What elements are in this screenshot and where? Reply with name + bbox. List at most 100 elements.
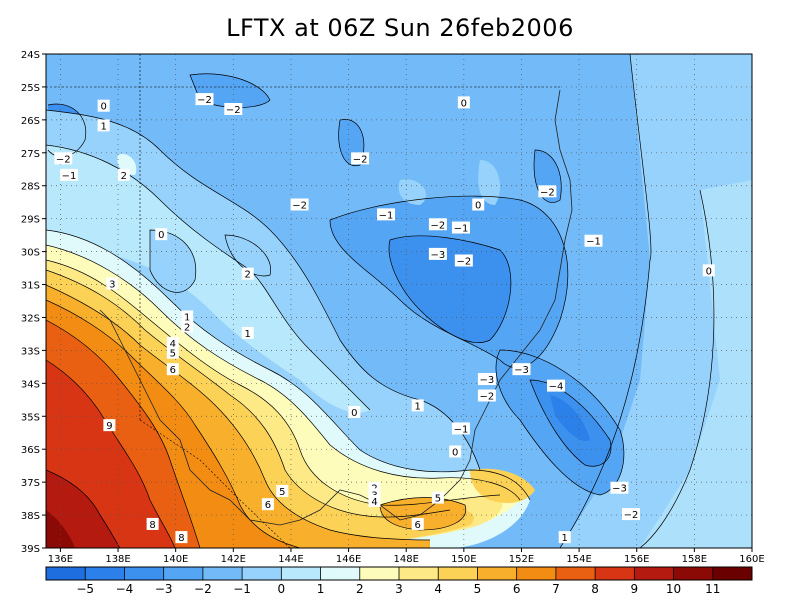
contour-label-box — [538, 185, 557, 198]
contour-label-box — [428, 247, 447, 260]
contour-label: 2 — [245, 270, 251, 281]
contour-label-box — [261, 498, 274, 511]
contour-label: −2 — [56, 154, 71, 165]
contour-label: −2 — [431, 220, 446, 231]
colorbar-label: 2 — [356, 582, 364, 596]
contour-label: −2 — [540, 187, 555, 198]
contour-label: −1 — [454, 224, 469, 235]
contour-label-box — [348, 405, 361, 418]
y-tick-label: 35S — [21, 412, 40, 423]
colorbar-label: 3 — [395, 582, 403, 596]
contour-label-box — [584, 234, 603, 247]
contour-label-box — [97, 119, 110, 132]
contour-label-box — [54, 152, 73, 165]
colorbar-swatch — [477, 567, 518, 580]
contour-label-box — [181, 320, 194, 333]
contour-label-box — [166, 363, 179, 376]
contour-label-box — [377, 208, 396, 221]
colorbar-swatch — [555, 567, 596, 580]
colorbar-swatch — [124, 567, 165, 580]
colorbar-label: 5 — [474, 582, 482, 596]
y-tick-label: 24S — [21, 50, 40, 61]
x-tick-label: 148E — [394, 554, 419, 565]
contour-label-box — [224, 102, 243, 115]
y-tick-label: 38S — [21, 511, 40, 522]
contour-label: −4 — [549, 382, 564, 393]
contour-label-box — [451, 422, 470, 435]
x-tick-label: 140E — [163, 554, 188, 565]
contour-label: −2 — [624, 510, 639, 521]
contour-label-box — [411, 517, 424, 530]
contour-label-box — [166, 336, 179, 349]
contour-label-box — [290, 198, 309, 211]
x-tick-label: 154E — [566, 554, 591, 565]
colorbar-swatch — [320, 567, 361, 580]
contour-label: 8 — [149, 520, 155, 531]
y-tick-label: 30S — [21, 248, 40, 259]
contour-label: 9 — [106, 421, 112, 432]
contour-label-box — [106, 277, 119, 290]
contour-label: −1 — [62, 171, 77, 182]
contour-lines — [46, 54, 715, 548]
colorbar-label: −5 — [76, 582, 94, 596]
colorbar-label: 9 — [631, 582, 639, 596]
contour-label: 5 — [279, 487, 285, 498]
contour-label-box — [621, 508, 640, 521]
colorbar-label: −1 — [233, 582, 251, 596]
y-tick-label: 36S — [21, 445, 40, 456]
colorbar-label: −2 — [194, 582, 212, 596]
contour-label-box — [457, 96, 470, 109]
contour-label-box — [449, 445, 462, 458]
contour-label-box — [477, 373, 496, 386]
contour-label-box — [241, 326, 254, 339]
contour-label: 8 — [178, 533, 184, 544]
contour-label: −2 — [292, 200, 307, 211]
contour-label-box — [276, 485, 289, 498]
x-tick-label: 146E — [336, 554, 361, 565]
page-title: LFTX at 06Z Sun 26feb2006 — [226, 14, 574, 42]
contour-label-box — [117, 168, 130, 181]
colorbar-swatch — [634, 567, 675, 580]
contour-label-box — [454, 254, 473, 267]
contour-label: 4 — [371, 497, 377, 508]
colorbar-label: 6 — [513, 582, 521, 596]
contour-label: 1 — [562, 533, 568, 544]
longitude-axis: 136E 138E 140E 142E 144E 146E 148E 150E 152E 154E… — [48, 548, 765, 565]
x-tick-label: 160E — [739, 554, 764, 565]
y-tick-label: 37S — [21, 478, 40, 489]
contour-label-box — [477, 389, 496, 402]
colorbar-swatch — [399, 567, 439, 580]
contour-label: −2 — [197, 95, 212, 106]
contour-label: −3 — [514, 365, 529, 376]
contour-label-box — [451, 221, 470, 234]
contour-label: −3 — [612, 484, 627, 495]
contour-label-box — [428, 218, 447, 231]
contour-label: −1 — [379, 210, 394, 221]
colorbar: −5 −4 −3 −2 −1 0 1 2 3 4 5 6 7 8 9 10 11 — [45, 566, 753, 596]
contour-label: 1 — [100, 121, 106, 132]
y-tick-label: 33S — [21, 346, 40, 357]
contour-label-box — [103, 419, 116, 432]
x-tick-label: 136E — [48, 554, 73, 565]
contour-label-box — [702, 264, 715, 277]
contour-label-box — [175, 531, 188, 544]
contour-label: −1 — [454, 424, 469, 435]
y-tick-label: 26S — [21, 116, 40, 127]
contour-label: 2 — [184, 322, 190, 333]
coastline — [99, 89, 573, 526]
colorbar-swatch — [281, 567, 322, 580]
y-tick-label: 31S — [21, 281, 40, 292]
contour-label-box — [547, 379, 566, 392]
contour-label-box — [166, 346, 179, 359]
contour-label: 2 — [121, 171, 127, 182]
contour-label-box — [241, 267, 254, 280]
colorbar-swatch — [163, 567, 204, 580]
colorbar-swatch — [438, 567, 478, 580]
contour-label: 3 — [109, 280, 115, 291]
colorbar-label: 7 — [552, 582, 560, 596]
contour-label: 1 — [184, 312, 190, 323]
y-tick-label: 27S — [21, 149, 40, 160]
colorbar-swatch — [673, 567, 714, 580]
